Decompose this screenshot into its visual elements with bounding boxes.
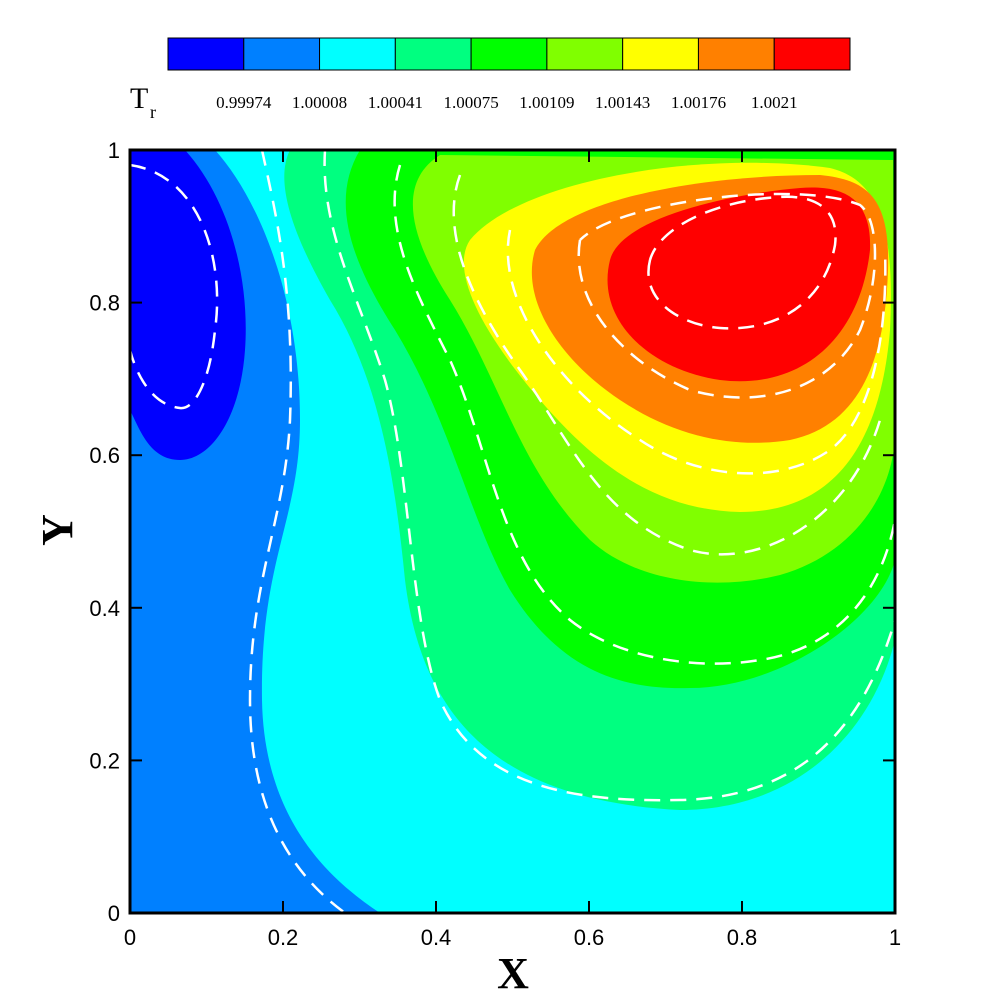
contour-line <box>577 192 877 399</box>
contour-lines <box>130 150 895 913</box>
contour-line <box>452 174 882 556</box>
x-tick-label: 0.2 <box>268 925 299 950</box>
y-tick-label: 0.6 <box>89 443 120 468</box>
colorbar-swatch <box>470 37 548 71</box>
y-tick-label: 0.4 <box>89 596 120 621</box>
colorbar-label: 1.00041 <box>368 93 423 112</box>
plot-frame <box>128 148 897 915</box>
contour-line <box>248 150 346 913</box>
colorbar-swatch <box>622 37 699 71</box>
contour-field <box>130 150 895 913</box>
x-tick-label: 0.4 <box>421 925 452 950</box>
colorbar-swatch <box>546 37 624 71</box>
colorbar-title: T <box>130 82 148 115</box>
y-axis-label: Y <box>33 514 82 546</box>
colorbar-title-subscript: r <box>150 102 156 122</box>
y-tick-label: 0.2 <box>89 748 120 773</box>
colorbar-label: 1.00075 <box>443 93 498 112</box>
x-tick-label: 0.6 <box>574 925 605 950</box>
colorbar-label: 1.00008 <box>292 93 347 112</box>
contour-line <box>647 195 837 330</box>
colorbar-label: 1.00176 <box>671 93 726 112</box>
y-tick-label: 1 <box>108 138 120 163</box>
contour-line <box>323 150 895 802</box>
colorbar-label: 1.00143 <box>595 93 650 112</box>
x-tick-label: 0 <box>124 925 136 950</box>
colorbar-swatch <box>697 37 775 71</box>
y-tick-label: 0.8 <box>89 291 120 316</box>
colorbar-swatch <box>243 37 321 71</box>
y-tick-label: 0 <box>108 901 120 926</box>
contour-line <box>506 229 887 475</box>
colorbar-swatch <box>319 37 396 71</box>
colorbar: 0.99974 1.00008 1.00041 1.00075 1.00109 1.001… <box>167 37 851 112</box>
x-tick-label: 1 <box>889 925 901 950</box>
contour-region <box>130 150 246 460</box>
colorbar-swatch <box>167 37 245 71</box>
contour-region <box>607 187 871 382</box>
colorbar-label: 1.0021 <box>751 93 798 112</box>
colorbar-label: 0.99974 <box>216 93 272 112</box>
x-axis-label: X <box>497 949 529 996</box>
colorbar-swatch <box>773 37 851 71</box>
x-tick-label: 0.8 <box>727 925 758 950</box>
colorbar-swatch <box>394 37 472 71</box>
colorbar-label: 1.00109 <box>519 93 574 112</box>
axes: 0 0.2 0.4 0.6 0.8 1 0 0.2 0.4 0.6 0.8 1 <box>89 138 901 950</box>
